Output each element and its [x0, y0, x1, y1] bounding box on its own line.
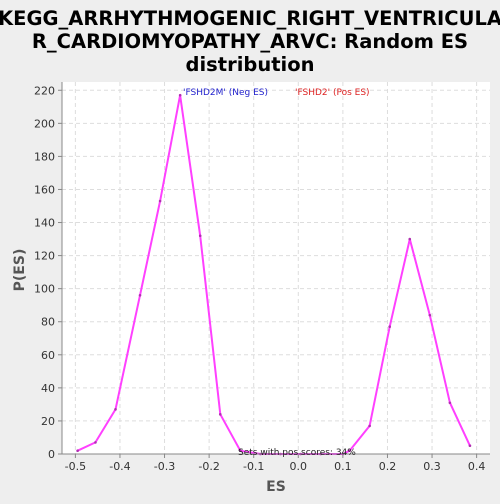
legend-entry-pos: 'FSHD2' (Pos ES) [295, 88, 370, 98]
data-point [138, 293, 142, 297]
y-tick-label: 120 [34, 250, 55, 263]
x-tick-label: 0.3 [423, 460, 441, 473]
data-point [368, 424, 371, 428]
axis-ticks: -0.5 -0.4 -0.3 -0.2 -0.1 0.0 0.1 0.2 0.3 0.4 0 20 40… [34, 84, 485, 473]
x-tick-label: 0.4 [468, 460, 486, 473]
y-tick-label: 40 [41, 382, 55, 395]
x-tick-label: 0.2 [379, 460, 397, 473]
pos-scores-annotation: Sets with pos scores: 34% [238, 448, 356, 458]
chart-title-line-2: R_CARDIOMYOPATHY_ARVC: Random ES [32, 30, 468, 53]
data-point [178, 93, 182, 97]
data-point [198, 234, 202, 238]
y-axis-label: P(ES) [12, 249, 28, 292]
data-point [94, 441, 97, 444]
y-tick-label: 200 [34, 117, 55, 130]
chart-title-line-1: KEGG_ARRHYTHMOGENIC_RIGHT_VENTRICULA [0, 7, 500, 30]
y-tick-label: 220 [34, 84, 55, 97]
data-point [218, 413, 222, 416]
chart-title-line-3: distribution [186, 53, 315, 76]
y-tick-label: 60 [41, 349, 55, 362]
data-point [158, 199, 162, 203]
x-tick-label: 0.1 [334, 460, 352, 473]
x-tick-label: 0.0 [290, 460, 308, 473]
x-tick-label: -0.3 [154, 460, 175, 473]
data-point [448, 401, 452, 405]
x-tick-label: -0.4 [109, 460, 130, 473]
y-tick-label: 80 [41, 316, 55, 329]
data-point [76, 449, 79, 452]
series-points [76, 93, 472, 456]
data-point [408, 237, 412, 241]
data-point [388, 325, 391, 328]
data-point [114, 408, 117, 411]
y-tick-label: 20 [41, 415, 55, 428]
x-tick-label: -0.5 [65, 460, 86, 473]
y-tick-label: 180 [34, 150, 55, 163]
plot-area [62, 82, 490, 454]
y-tick-label: 140 [34, 217, 55, 230]
y-tick-label: 160 [34, 183, 55, 196]
data-point [239, 449, 242, 452]
x-axis-label: ES [266, 479, 286, 495]
legend-entry-neg: 'FSHD2M' (Neg ES) [183, 88, 268, 98]
data-point [428, 313, 432, 317]
x-tick-label: -0.2 [198, 460, 219, 473]
y-tick-label: 100 [34, 283, 55, 296]
y-tick-label: 0 [48, 448, 55, 461]
x-tick-label: -0.1 [243, 460, 264, 473]
data-point [348, 449, 351, 452]
data-point [468, 444, 472, 448]
